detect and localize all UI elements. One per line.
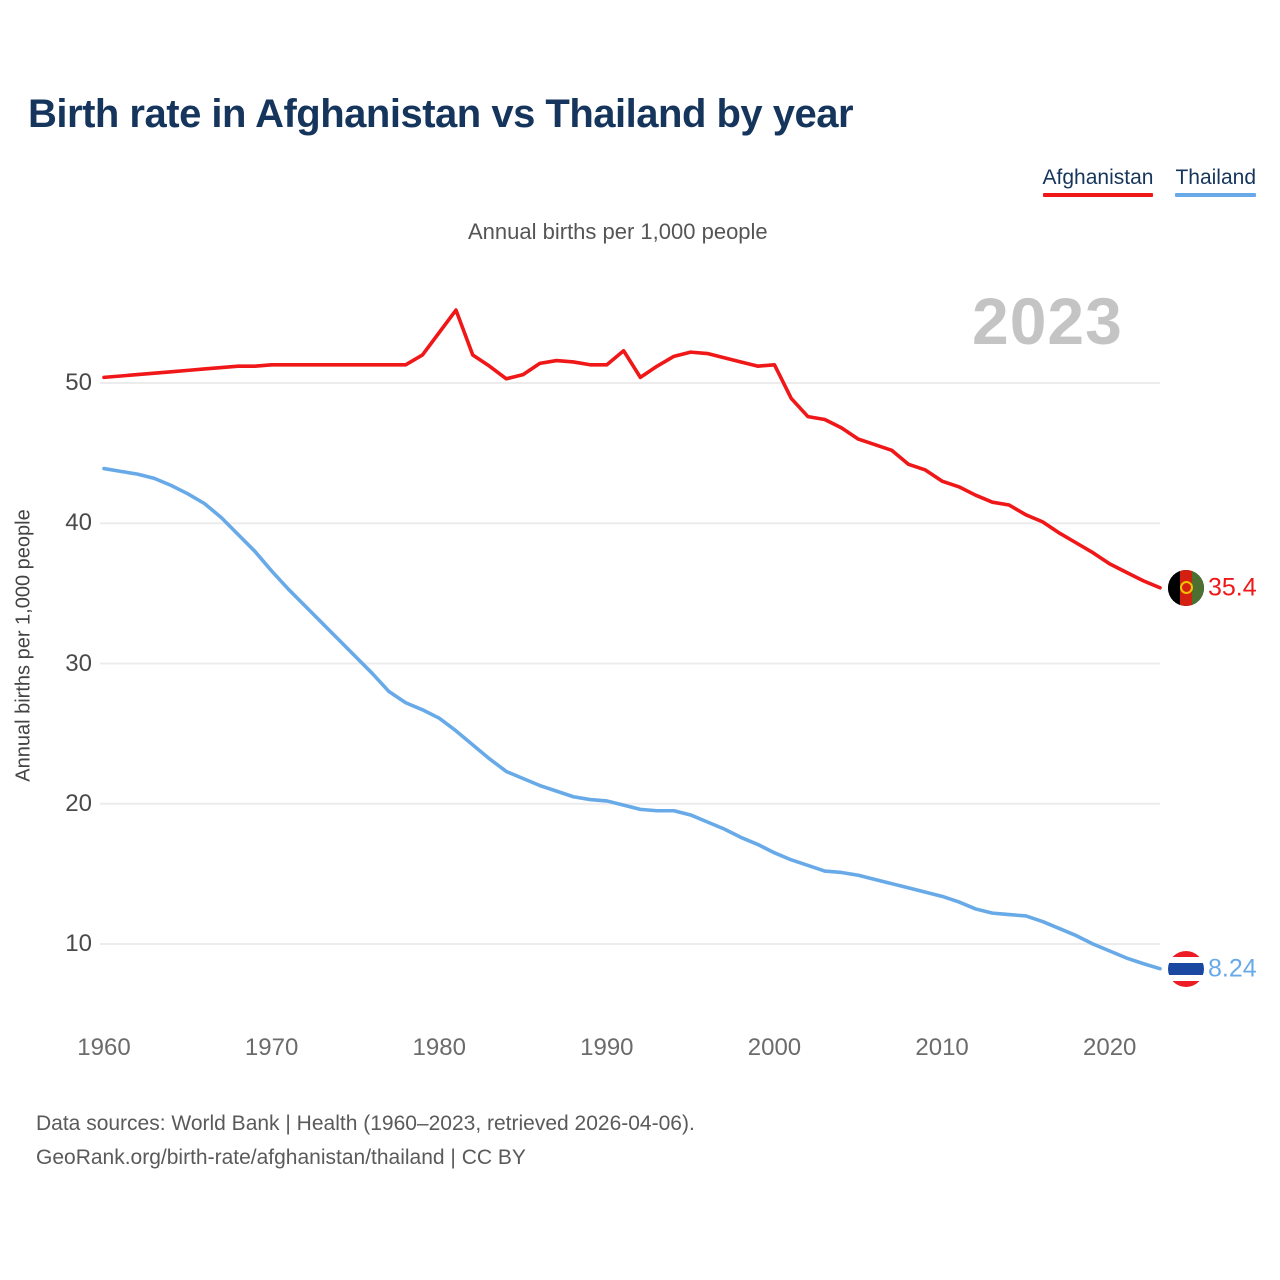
thailand-flag-icon [1168, 950, 1204, 987]
footer-attribution: Data sources: World Bank | Health (1960–… [36, 1107, 695, 1175]
y-tick-label: 20 [65, 789, 92, 817]
x-tick-label: 1980 [412, 1034, 466, 1061]
y-axis-title: Annual births per 1,000 people [12, 509, 35, 782]
x-tick-label: 1970 [244, 1034, 299, 1061]
y-tick-label: 30 [65, 649, 92, 677]
endpoint-value-afghanistan: 35.4 [1208, 573, 1257, 602]
x-tick-label: 2020 [1083, 1034, 1137, 1061]
y-tick-label: 50 [65, 369, 92, 396]
x-tick-label: 2010 [915, 1034, 969, 1061]
footer-line-1: Data sources: World Bank | Health (1960–… [36, 1112, 695, 1135]
legend-swatch-thailand [1175, 193, 1256, 198]
y-tick-label: 10 [65, 930, 92, 957]
legend-label-afghanistan: Afghanistan [1042, 166, 1154, 189]
legend-swatch-afghanistan [1042, 193, 1154, 198]
chart-legend: Afghanistan Thailand [1042, 166, 1256, 198]
page-title: Birth rate in Afghanistan vs Thailand by… [28, 92, 854, 136]
x-tick-label: 2000 [747, 1034, 802, 1061]
afghanistan-flag-icon [1168, 569, 1204, 606]
legend-label-thailand: Thailand [1175, 166, 1256, 189]
x-tick-label: 1960 [77, 1034, 131, 1061]
series-line-thailand [102, 466, 1162, 971]
footer-line-2: GeoRank.org/birth-rate/afghanistan/thail… [36, 1146, 526, 1170]
endpoint-value-thailand: 8.24 [1208, 954, 1257, 983]
legend-item-afghanistan[interactable]: Afghanistan [1042, 166, 1154, 198]
x-tick-label: 1990 [580, 1034, 634, 1061]
legend-item-thailand[interactable]: Thailand [1175, 166, 1256, 198]
year-watermark: 2023 [972, 284, 1123, 358]
chart-subtitle: Annual births per 1,000 people [468, 219, 768, 244]
y-tick-label: 40 [65, 509, 92, 537]
